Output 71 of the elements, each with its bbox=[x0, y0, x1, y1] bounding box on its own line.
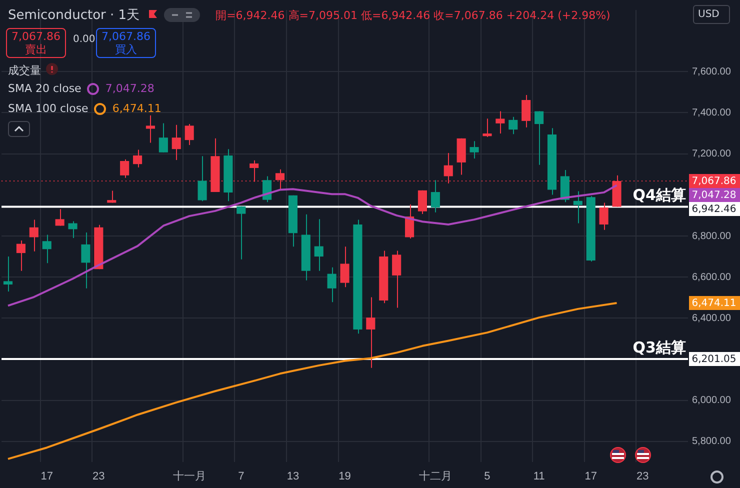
candlestick bbox=[146, 114, 156, 144]
y-tick-label: 7,400.00 bbox=[692, 107, 732, 118]
ref-line-label: Q3結算 bbox=[632, 338, 686, 356]
candlestick bbox=[236, 206, 246, 260]
candlestick bbox=[392, 250, 402, 308]
y-tick-label: 6,800.00 bbox=[692, 230, 732, 242]
candlestick bbox=[314, 218, 324, 272]
x-tick-label: 17 bbox=[40, 470, 53, 483]
annotation: 7,047.28 bbox=[105, 82, 154, 95]
x-tick-label: 7 bbox=[238, 470, 244, 483]
candlestick bbox=[508, 116, 518, 135]
legend-label: SMA 100 close bbox=[8, 102, 88, 115]
candlestick bbox=[327, 266, 336, 303]
candlestick bbox=[599, 202, 608, 230]
text: USD bbox=[693, 5, 730, 24]
text: 6,474.11 bbox=[692, 298, 736, 310]
y-tick-label: 6,600.00 bbox=[692, 272, 732, 283]
candlestick bbox=[16, 240, 26, 272]
annotation: 7,067.86 bbox=[102, 30, 150, 43]
x-tick-label: 13 bbox=[286, 470, 300, 483]
candlestick bbox=[522, 94, 531, 128]
candlestick bbox=[158, 122, 168, 153]
annotation: 7,067.86 bbox=[12, 30, 60, 43]
ref-line-label: 7,067.86 bbox=[692, 176, 736, 188]
x-tick-label: 十二月 bbox=[418, 470, 452, 483]
y-tick-label: 7,600.00 bbox=[692, 66, 732, 78]
x-tick-label: 十一月 bbox=[172, 470, 206, 483]
candlestick bbox=[132, 149, 142, 168]
candlestick bbox=[68, 220, 78, 239]
annotation: 成交量 bbox=[8, 63, 41, 78]
candlestick bbox=[81, 232, 90, 289]
candlestick bbox=[430, 180, 440, 213]
candlestick bbox=[120, 158, 130, 178]
candlestick bbox=[366, 296, 376, 368]
x-tick-label: 17 bbox=[584, 470, 597, 483]
x-tick-label: 19 bbox=[338, 470, 351, 483]
candlestick bbox=[340, 246, 350, 288]
annotation: 6,474.11 bbox=[112, 102, 162, 115]
candlestick bbox=[418, 190, 428, 215]
candlestick bbox=[172, 124, 181, 160]
candlestick bbox=[496, 110, 505, 134]
candlestick bbox=[262, 176, 272, 203]
candlestick bbox=[573, 190, 582, 224]
annotation: 買入 bbox=[115, 43, 137, 56]
candlestick bbox=[482, 118, 492, 138]
candlestick bbox=[560, 170, 570, 203]
y-tick-label: 6,400.00 bbox=[692, 312, 732, 324]
candlestick bbox=[470, 140, 479, 160]
x-tick-label: 23 bbox=[636, 470, 649, 483]
candlestick bbox=[29, 219, 38, 252]
chart-title: Semiconductor · 1天 bbox=[8, 7, 140, 24]
annotation: 0.00 bbox=[73, 34, 96, 45]
y-tick-label: 7,200.00 bbox=[692, 148, 732, 160]
x-tick-label: 23 bbox=[92, 470, 105, 483]
text: 6,942.46 bbox=[692, 204, 736, 216]
candlestick bbox=[42, 234, 52, 264]
candlestick bbox=[198, 156, 207, 202]
y-tick-label: 6,000.00 bbox=[692, 395, 732, 406]
x-tick-label: 11 bbox=[533, 470, 545, 483]
ref-line-label: Q4結算 bbox=[632, 186, 686, 204]
legend-label: SMA 20 close bbox=[8, 82, 82, 95]
text: 7,047.28 bbox=[692, 190, 736, 202]
candlestick bbox=[184, 124, 194, 146]
candlestick bbox=[55, 208, 64, 226]
x-tick-label: 5 bbox=[484, 470, 490, 483]
text: 6,201.05 bbox=[692, 354, 736, 366]
candlestick bbox=[534, 110, 544, 166]
annotation: 賣出 bbox=[25, 43, 47, 56]
chart-subtitle: 開=6,942.46 高=7,095.01 低=6,942.46 收=7,067.86 +204.24 (+2.98%) bbox=[216, 8, 610, 22]
candlestick bbox=[3, 256, 13, 292]
y-tick-label: 5,800.00 bbox=[692, 436, 732, 448]
